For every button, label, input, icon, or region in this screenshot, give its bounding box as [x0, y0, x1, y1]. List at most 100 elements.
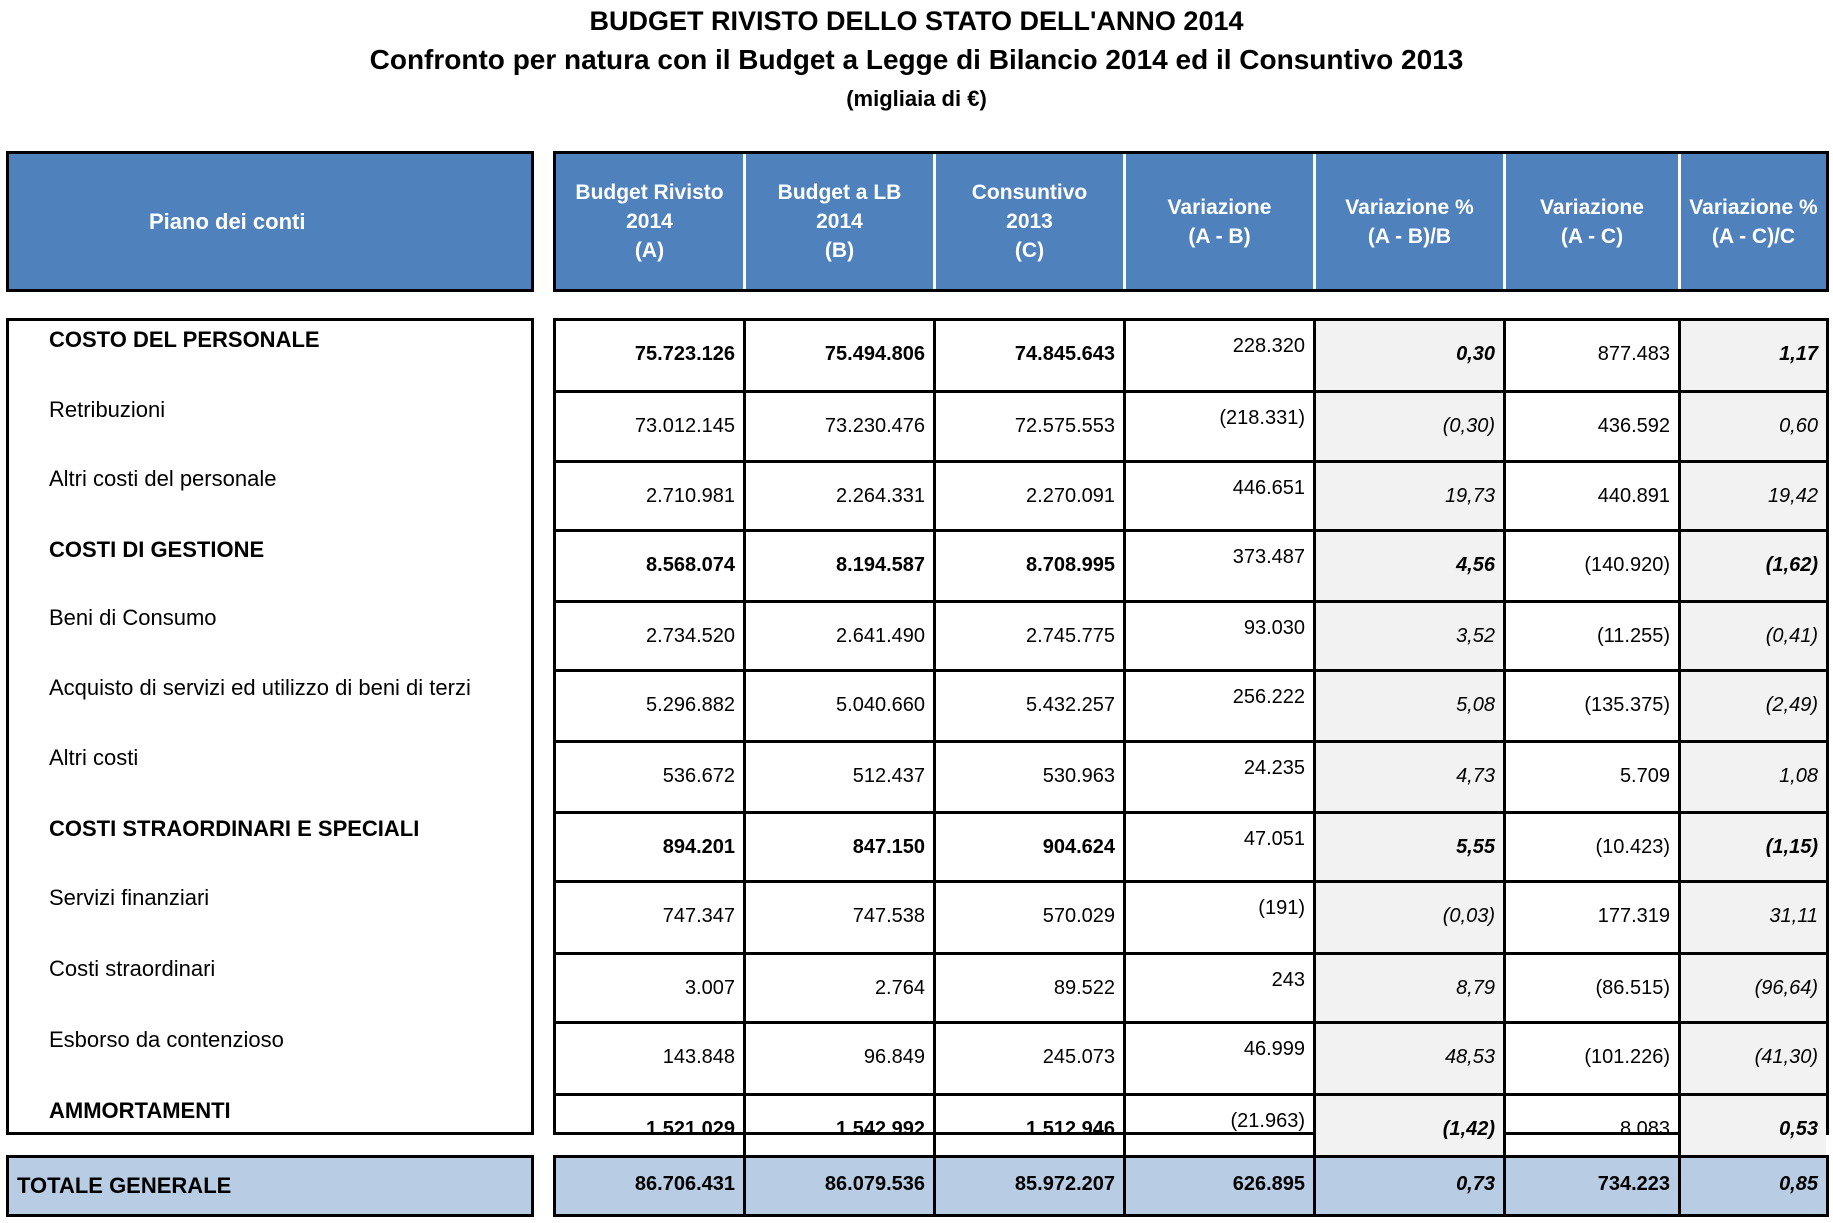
table-cell: 245.073 [936, 1024, 1126, 1093]
cell-value: (10.423) [1595, 836, 1671, 858]
cell-value: (1,62) [1765, 554, 1818, 576]
header-first-label: Piano dei conti [149, 208, 306, 234]
cell-value: 536.672 [662, 765, 735, 787]
cell-value: 5,55 [1456, 836, 1495, 858]
table-cell: 373.487 [1126, 532, 1316, 600]
cell-value: 0,30 [1456, 343, 1495, 365]
cell-value: 2.745.775 [1026, 625, 1115, 647]
table-cell: 512.437 [746, 743, 936, 811]
column-header-7: Variazione % (A - C)/C [1681, 154, 1826, 289]
cell-value: 904.624 [1042, 836, 1115, 858]
cell-value: 570.029 [1042, 905, 1115, 927]
column-header-line: Variazione [1540, 195, 1644, 219]
cell-value: 530.963 [1042, 765, 1115, 787]
cell-value: 243 [1271, 969, 1305, 991]
table-cell: 536.672 [556, 743, 746, 811]
table-cell: 8,79 [1316, 955, 1506, 1021]
cell-value: 2.764 [874, 977, 925, 999]
table-cell: 2.264.331 [746, 463, 936, 529]
cell-value: 47.051 [1243, 828, 1305, 850]
table-cell: 8.194.587 [746, 532, 936, 600]
values-grid: 75.723.126 75.494.806 74.845.643 228.320 0,3… [553, 318, 1829, 1162]
table-cell: 73.230.476 [746, 393, 936, 460]
total-cell: 86.706.431 [556, 1158, 746, 1214]
cell-value: (1,42) [1442, 1118, 1495, 1140]
column-header-line: Consuntivo [971, 181, 1088, 204]
table-cell: (1,62) [1681, 532, 1826, 600]
cell-value: (135.375) [1584, 694, 1670, 716]
table-cell: 4,73 [1316, 743, 1506, 811]
cell-value: (101.226) [1584, 1046, 1670, 1068]
cell-value: 1,17 [1779, 343, 1818, 365]
table-cell: 904.624 [936, 814, 1126, 880]
cell-value: 8.568.074 [646, 554, 735, 576]
table-cell: 48,53 [1316, 1024, 1506, 1093]
table-cell: (218.331) [1126, 393, 1316, 460]
column-header-4: Variazione (A - B) [1126, 154, 1316, 289]
table-cell: 2.710.981 [556, 463, 746, 529]
cell-value: 143.848 [662, 1046, 735, 1068]
table-cell: (11.255) [1506, 603, 1681, 669]
table-cell: 243 [1126, 955, 1316, 1021]
table-cell: 440.891 [1506, 463, 1681, 529]
table-cell: 5.040.660 [746, 672, 936, 740]
column-header-line: (B) [824, 239, 855, 262]
table-row: 8.568.074 8.194.587 8.708.995 373.487 4,56 (1… [556, 532, 1826, 603]
table-cell: 228.320 [1126, 321, 1316, 390]
table-cell: 5,08 [1316, 672, 1506, 740]
row-label: Acquisto di servizi ed utilizzo di beni … [49, 675, 471, 700]
table-cell: (191) [1126, 883, 1316, 952]
column-header-line: 2014 [816, 210, 863, 233]
column-header-5: Variazione % (A - B)/B [1316, 154, 1506, 289]
table-cell: 847.150 [746, 814, 936, 880]
cell-value: (1,15) [1765, 836, 1818, 858]
total-value: 734.223 [1597, 1173, 1670, 1195]
cell-value: (0,30) [1442, 415, 1495, 437]
cell-value: 894.201 [662, 836, 735, 858]
table-cell: 1.521.029 [556, 1096, 746, 1162]
cell-value: 48,53 [1444, 1046, 1495, 1068]
cell-value: (2,49) [1765, 694, 1818, 716]
cell-value: 245.073 [1042, 1046, 1115, 1068]
total-value: 85.972.207 [1014, 1173, 1115, 1195]
table-cell: 2.641.490 [746, 603, 936, 669]
table-cell: 530.963 [936, 743, 1126, 811]
row-label: COSTI STRAORDINARI E SPECIALI [49, 816, 420, 841]
total-cell: 85.972.207 [936, 1158, 1126, 1214]
cell-value: (11.255) [1596, 625, 1670, 647]
total-value: 86.706.431 [634, 1173, 735, 1195]
cell-value: 228.320 [1232, 335, 1305, 357]
cell-value: 0,60 [1779, 415, 1818, 437]
cell-value: (0,03) [1442, 905, 1495, 927]
row-label: Altri costi [49, 745, 139, 770]
table-cell: 5,55 [1316, 814, 1506, 880]
page-title: BUDGET RIVISTO DELLO STATO DELL'ANNO 201… [589, 6, 1244, 36]
cell-value: 747.347 [662, 905, 735, 927]
cell-value: 5.709 [1619, 765, 1670, 787]
column-header-3: Consuntivo 2013 (C) [936, 154, 1126, 289]
table-cell: (2,49) [1681, 672, 1826, 740]
total-cell: 0,73 [1316, 1158, 1506, 1214]
table-cell: 1,08 [1681, 743, 1826, 811]
cell-value: 46.999 [1243, 1038, 1305, 1060]
cell-value: 75.723.126 [634, 343, 735, 365]
table-cell: 19,73 [1316, 463, 1506, 529]
cell-value: 73.012.145 [634, 415, 735, 437]
total-cell: 0,85 [1681, 1158, 1826, 1214]
table-cell: 8.083 [1506, 1096, 1681, 1162]
column-header-line: Variazione % [1345, 195, 1474, 219]
total-label: TOTALE GENERALE [17, 1173, 232, 1198]
table-cell: 747.347 [556, 883, 746, 952]
cell-value: 31,11 [1769, 905, 1818, 927]
cell-value: 446.651 [1232, 477, 1305, 499]
cell-value: 747.538 [852, 905, 925, 927]
cell-value: 0,53 [1779, 1118, 1818, 1140]
cell-value: 3.007 [684, 977, 735, 999]
column-header-1: Budget Rivisto 2014 (A) [556, 154, 746, 289]
column-header-line: (A - C)/C [1711, 224, 1796, 248]
cell-value: 2.270.091 [1026, 485, 1115, 507]
table-cell: 5.296.882 [556, 672, 746, 740]
row-label: Costi straordinari [49, 956, 216, 981]
table-cell: (101.226) [1506, 1024, 1681, 1093]
cell-value: 4,56 [1456, 554, 1495, 576]
